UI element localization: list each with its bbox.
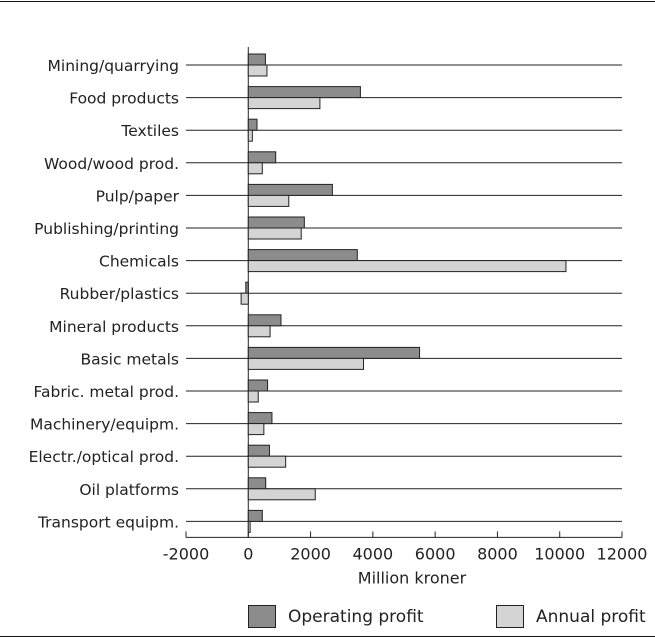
bar-operating-profit-basic-metals bbox=[247, 346, 421, 359]
legend-swatch-annual-profit bbox=[496, 605, 524, 628]
category-label-oil-platforms: Oil platforms bbox=[79, 481, 179, 499]
bar-operating-profit-transport-equipm bbox=[247, 509, 263, 522]
category-label-transport-equipm: Transport equipm. bbox=[37, 513, 179, 531]
bar-annual-profit-mineral-products bbox=[247, 325, 271, 338]
bar-operating-profit-textiles bbox=[247, 118, 258, 131]
bar-operating-profit-rubber-plastics bbox=[245, 281, 249, 294]
bar-operating-profit-fabric-metal-prod bbox=[247, 379, 269, 392]
category-label-publishing-printing: Publishing/printing bbox=[34, 220, 179, 238]
bar-operating-profit-mineral-products bbox=[247, 314, 282, 327]
bar-chart: Mining/quarrying Food products Textiles Woo… bbox=[29, 47, 648, 587]
bar-annual-profit-transport-equipm bbox=[247, 520, 251, 533]
legend-item-operating-profit: Operating profit bbox=[248, 605, 424, 628]
category-label-rubber-plastics: Rubber/plastics bbox=[60, 285, 179, 303]
top-rule bbox=[0, 1, 655, 2]
x-tick-label-4000: 4000 bbox=[352, 544, 393, 563]
bar-annual-profit-fabric-metal-prod bbox=[247, 390, 259, 403]
bar-annual-profit-rubber-plastics bbox=[240, 292, 249, 305]
x-tick-label-12000: 12000 bbox=[597, 544, 648, 563]
bar-annual-profit-oil-platforms bbox=[247, 488, 316, 501]
bar-operating-profit-chemicals bbox=[247, 249, 358, 262]
bar-annual-profit-basic-metals bbox=[247, 357, 365, 370]
category-label-basic-metals: Basic metals bbox=[80, 350, 179, 368]
legend-label-operating-profit: Operating profit bbox=[288, 606, 424, 627]
legend-label-annual-profit: Annual profit bbox=[536, 606, 646, 627]
x-tick-label-0: 0 bbox=[243, 544, 253, 563]
x-axis-label: Million kroner bbox=[358, 568, 467, 587]
bar-operating-profit-publishing-printing bbox=[247, 216, 305, 229]
x-tick-label-6000: 6000 bbox=[415, 544, 456, 563]
bar-annual-profit-machinery-equipm bbox=[247, 423, 265, 436]
category-label-machinery-equipm: Machinery/equipm. bbox=[30, 416, 179, 434]
bar-operating-profit-wood-wood-prod bbox=[247, 151, 277, 164]
category-label-electr-optical-prod: Electr./optical prod. bbox=[29, 448, 179, 466]
bar-annual-profit-chemicals bbox=[247, 260, 567, 273]
x-tick-label--2000: -2000 bbox=[163, 544, 210, 563]
bar-annual-profit-wood-wood-prod bbox=[247, 162, 263, 175]
bar-annual-profit-mining-quarrying bbox=[247, 64, 268, 77]
legend-swatch-operating-profit bbox=[248, 605, 276, 628]
category-label-food-products: Food products bbox=[69, 90, 179, 108]
x-tick-label-8000: 8000 bbox=[477, 544, 518, 563]
bar-operating-profit-mining-quarrying bbox=[247, 53, 266, 66]
bar-annual-profit-publishing-printing bbox=[247, 227, 302, 240]
category-label-mining-quarrying: Mining/quarrying bbox=[48, 57, 179, 75]
bar-annual-profit-pulp-paper bbox=[247, 194, 290, 207]
category-label-textiles: Textiles bbox=[120, 122, 179, 140]
bar-operating-profit-machinery-equipm bbox=[247, 412, 273, 425]
category-label-pulp-paper: Pulp/paper bbox=[96, 187, 180, 205]
bar-annual-profit-electr-optical-prod bbox=[247, 455, 287, 468]
legend: Operating profit Annual profit bbox=[248, 603, 655, 633]
bar-operating-profit-food-products bbox=[247, 86, 361, 99]
category-label-mineral-products: Mineral products bbox=[49, 318, 179, 336]
category-label-fabric-metal-prod: Fabric. metal prod. bbox=[34, 383, 179, 401]
category-label-chemicals: Chemicals bbox=[99, 253, 179, 271]
x-tick-label-10000: 10000 bbox=[534, 544, 585, 563]
legend-item-annual-profit: Annual profit bbox=[496, 605, 646, 628]
bar-annual-profit-food-products bbox=[247, 97, 321, 110]
x-tick-label-2000: 2000 bbox=[290, 544, 331, 563]
bar-operating-profit-oil-platforms bbox=[247, 477, 267, 490]
bar-operating-profit-pulp-paper bbox=[247, 183, 333, 196]
bar-annual-profit-textiles bbox=[247, 129, 253, 142]
category-label-wood-wood-prod: Wood/wood prod. bbox=[44, 155, 179, 173]
bar-operating-profit-electr-optical-prod bbox=[247, 444, 270, 457]
